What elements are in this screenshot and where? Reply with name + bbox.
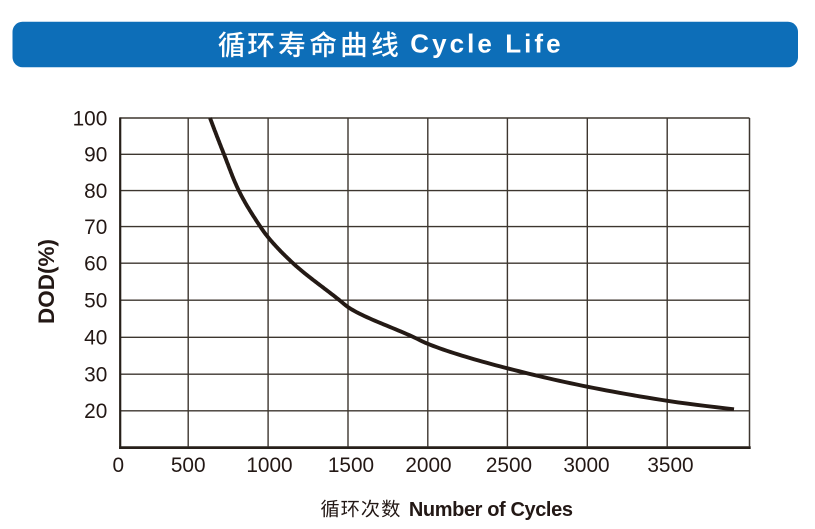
svg-text:1000: 1000: [246, 454, 292, 477]
svg-text:80: 80: [84, 180, 107, 203]
svg-text:30: 30: [84, 364, 107, 387]
svg-text:90: 90: [84, 144, 107, 167]
svg-text:DOD(%): DOD(%): [34, 239, 59, 324]
svg-text:20: 20: [84, 400, 107, 423]
svg-text:50: 50: [84, 290, 107, 313]
svg-text:2000: 2000: [405, 454, 451, 477]
svg-text:3500: 3500: [647, 454, 693, 477]
svg-text:3000: 3000: [563, 454, 609, 477]
svg-text:500: 500: [171, 454, 206, 477]
svg-text:100: 100: [73, 107, 108, 130]
svg-text:60: 60: [84, 253, 107, 276]
svg-text:Cycle Life: Cycle Life: [410, 28, 563, 58]
svg-text:2500: 2500: [486, 454, 532, 477]
svg-text:1500: 1500: [328, 454, 374, 477]
svg-text:Number of Cycles: Number of Cycles: [409, 499, 573, 521]
svg-text:40: 40: [84, 327, 107, 350]
svg-text:0: 0: [113, 454, 125, 477]
svg-text:70: 70: [84, 216, 107, 239]
